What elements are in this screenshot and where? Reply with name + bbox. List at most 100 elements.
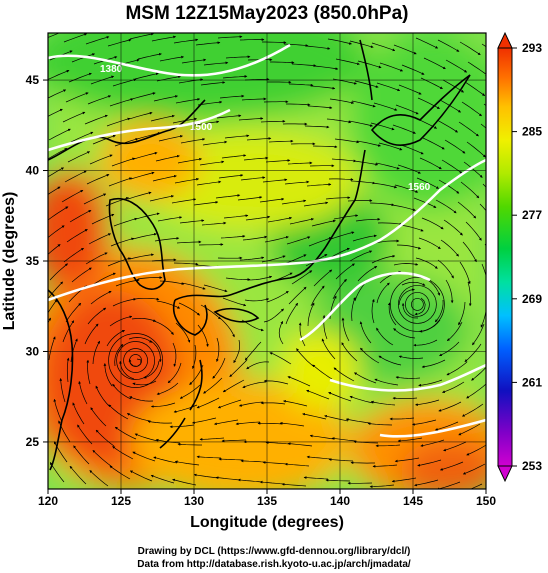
coastline-korea [108,198,166,290]
streamline [128,111,153,120]
contour-line-1 [48,43,291,77]
streamline [157,216,183,222]
streamline [48,69,70,80]
streamline [393,328,416,339]
streamline [457,201,477,219]
low-circulation-ring [390,277,445,332]
streamline [304,125,330,129]
streamline [401,281,426,286]
streamline [245,215,271,221]
streamline [216,114,242,119]
coastline-china-east [48,289,74,471]
streamline [150,474,175,484]
contour-line-4 [329,363,486,392]
streamline [153,95,178,102]
streamline [371,254,396,264]
colorbar-tick-label: 253 [522,459,542,473]
streamline [88,233,112,245]
streamline [490,284,491,308]
streamline [216,337,220,362]
streamline [325,478,351,482]
streamline [328,178,354,181]
x-tick-label: 130 [184,494,204,508]
streamline [289,217,314,225]
streamline [112,78,137,87]
streamline [69,210,92,223]
streamline [372,464,398,468]
streamline [84,323,99,345]
streamline [303,201,329,207]
streamline [222,379,245,393]
colorbar-tick-label: 277 [522,208,542,222]
streamline [107,257,132,267]
streamline [240,176,266,181]
streamline [238,401,264,407]
contour-label: 1560 [408,182,431,193]
streamline [436,481,461,489]
streamline [353,372,377,384]
streamline [130,171,155,180]
streamline [395,376,421,379]
streamline [85,36,110,45]
streamline [203,61,229,66]
streamline [334,138,360,144]
streamline [441,159,463,174]
streamline [128,337,153,343]
streamline [460,181,480,199]
streamline [90,290,112,305]
streamline [446,321,463,341]
streamline [458,423,481,436]
streamline [420,439,445,447]
streamline [114,138,139,147]
streamline [445,59,468,73]
streamline [222,75,248,79]
streamline [53,398,63,423]
streamline [246,361,270,370]
streamline [417,97,440,109]
streamline [437,39,460,52]
streamline [309,434,335,440]
streamline [376,327,394,346]
streamline [173,404,198,413]
streamline [288,286,307,305]
streamline [369,202,395,207]
y-tick-label: 25 [26,435,40,449]
streamline [394,184,419,193]
streamline [396,244,422,250]
streamline [419,157,442,170]
streamline [333,214,359,220]
streamline [137,276,163,280]
streamline [95,385,110,407]
x-tick-label: 150 [476,494,496,508]
streamline [443,441,467,452]
streamline [77,424,93,445]
streamline [262,41,287,44]
streamline [193,200,219,206]
credit-data-source: Data from http://database.rish.kyoto-u.a… [137,559,411,570]
streamline [244,341,262,361]
wind-streamlines [48,33,491,489]
streamline [103,363,113,387]
contour-line-6 [299,271,431,342]
streamline [89,154,113,165]
streamline [129,33,154,40]
colorbar-tick-label: 269 [522,292,542,306]
streamline [306,455,332,460]
temperature-field [48,33,486,489]
streamline [87,95,112,105]
streamline [171,198,197,204]
streamline [466,444,486,456]
streamline [181,282,206,290]
streamline [377,222,403,226]
streamline [71,267,92,283]
streamline [149,195,174,202]
y-tick-label: 45 [26,73,40,87]
colorbar-body [497,47,513,467]
streamline [285,302,298,325]
streamline [134,433,159,442]
streamline [109,315,133,327]
streamline [287,376,311,387]
streamline [132,232,157,240]
streamline [177,442,202,446]
streamline [108,404,129,420]
